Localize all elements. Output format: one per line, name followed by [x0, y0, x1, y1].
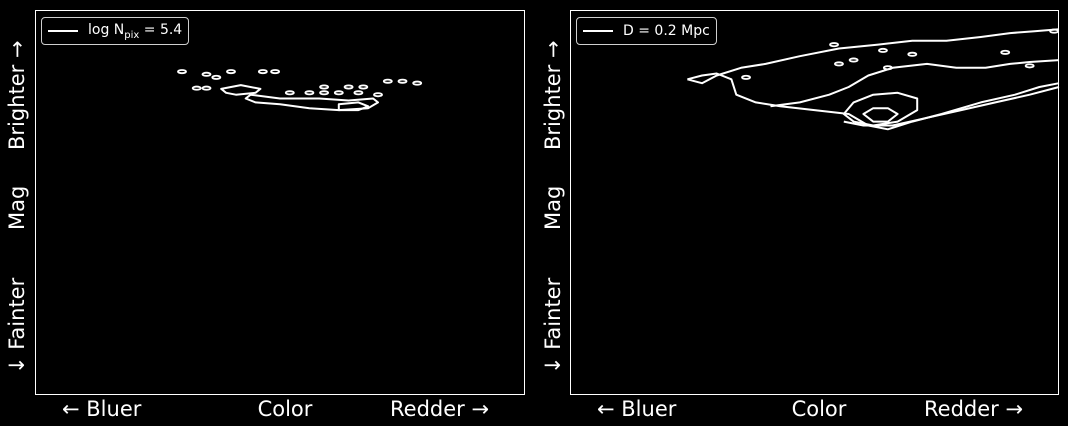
xlabel-right: Redder → — [924, 397, 1024, 421]
contour-island — [319, 90, 330, 96]
chart-panel-left: log Npix = 5.4 ↓ Fainter Mag Brighter → … — [5, 10, 525, 421]
contour-island — [397, 78, 408, 84]
xlabel-left: ← Bluer — [597, 397, 677, 421]
plot-frame — [570, 10, 1059, 395]
contour-line — [687, 28, 1060, 85]
xlabel-right: Redder → — [390, 397, 490, 421]
contour-island — [834, 61, 844, 67]
plot-frame — [35, 10, 525, 395]
contour-island — [270, 69, 281, 75]
contour-island — [333, 90, 344, 96]
contour-island — [201, 71, 212, 77]
contour-island — [191, 85, 202, 91]
contour-island — [1024, 63, 1035, 69]
contour-line — [244, 93, 379, 112]
legend-line-swatch — [583, 30, 613, 32]
contour-island — [284, 90, 295, 96]
contour-island — [226, 69, 236, 75]
contour-island — [1000, 49, 1011, 55]
contour-line — [337, 101, 370, 112]
xlabel-center: Color — [791, 397, 847, 421]
legend-line-swatch — [48, 30, 78, 32]
contour-line — [842, 91, 919, 127]
contour-line — [220, 84, 262, 96]
contour-island — [741, 74, 751, 80]
chart-panel-right: D = 0.2 Mpc ↓ Fainter Mag Brighter → ← B… — [534, 0, 1068, 426]
contour-line — [862, 107, 899, 123]
legend-left: log Npix = 5.4 — [41, 17, 190, 45]
contour-island — [878, 47, 888, 53]
ylabel-bottom: ↓ Fainter — [541, 277, 565, 374]
contour-line — [687, 72, 1060, 131]
ylabel-top: Brighter → — [5, 40, 29, 150]
ylabel-top: Brighter → — [541, 40, 565, 150]
legend-right: D = 0.2 Mpc — [576, 17, 717, 45]
contour-island — [829, 42, 839, 48]
contour-island — [177, 69, 187, 75]
ylabel-bottom: ↓ Fainter — [5, 277, 29, 374]
contour-island — [412, 80, 423, 86]
contour-island — [848, 57, 859, 63]
contour-island — [304, 90, 315, 96]
xlabel-left: ← Bluer — [62, 397, 142, 421]
xlabel-center: Color — [257, 397, 313, 421]
contour-island — [343, 84, 354, 90]
contour-island — [882, 65, 893, 71]
contour-island — [1049, 28, 1060, 34]
contour-plot-left — [177, 69, 423, 112]
contour-line — [770, 59, 1060, 108]
contour-island — [373, 92, 383, 98]
contour-island — [319, 84, 330, 90]
contour-line — [843, 86, 1060, 127]
contour-island — [201, 85, 212, 91]
legend-entry: log Npix = 5.4 — [88, 21, 183, 41]
contour-island — [353, 90, 364, 96]
contour-island — [907, 51, 918, 57]
contour-island — [211, 74, 222, 80]
contour-plot-right — [687, 28, 1060, 131]
contour-island — [257, 69, 268, 75]
legend-entry: D = 0.2 Mpc — [623, 23, 710, 39]
ylabel-center: Mag — [541, 185, 565, 230]
ylabel-center: Mag — [5, 185, 29, 230]
contour-island — [358, 84, 369, 90]
contour-island — [382, 78, 393, 84]
